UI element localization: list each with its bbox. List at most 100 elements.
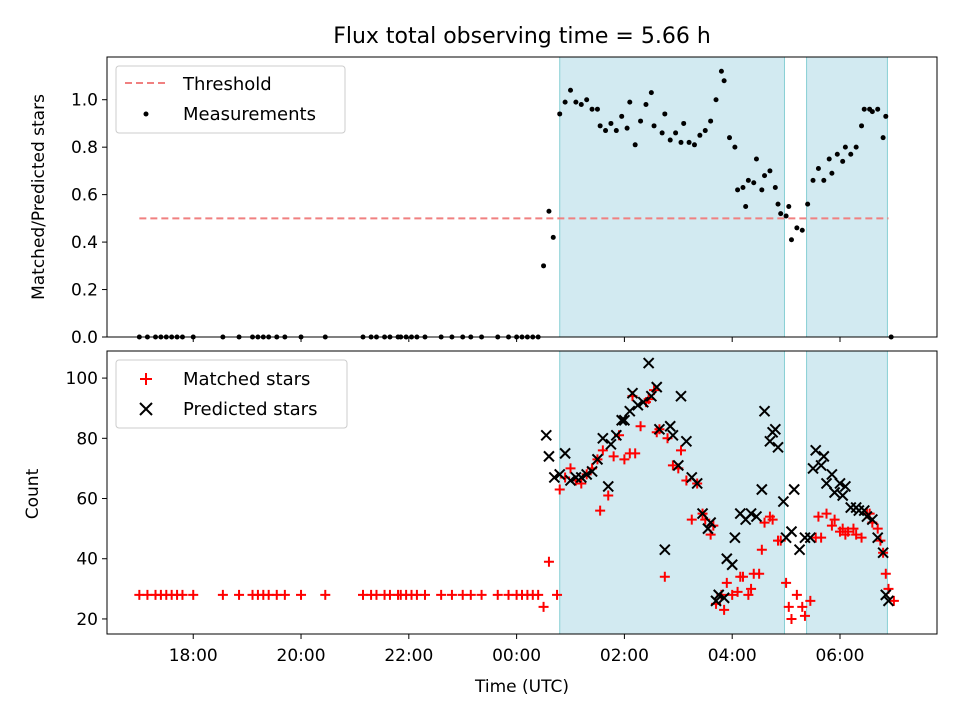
matched-star-point	[856, 532, 867, 543]
top-observing-window-1	[806, 56, 888, 338]
bottom-y-tick-label: 20	[76, 610, 98, 630]
legend-predicted-label: Predicted stars	[183, 399, 317, 420]
bottom-x-ticks: 18:00 20:00 22:00 00:00 02:00 04:00 06:00	[169, 634, 864, 666]
matched-star-point	[177, 589, 188, 600]
measurement-point	[859, 123, 865, 129]
matched-star-point	[533, 589, 544, 600]
matched-star-point	[848, 523, 859, 534]
measurement-point	[826, 156, 832, 162]
measurement-point	[788, 237, 794, 243]
matched-star-point	[538, 601, 549, 612]
matched-star-point	[756, 544, 767, 555]
matched-star-point	[754, 568, 765, 579]
top-legend-box	[115, 65, 346, 134]
predicted-star-point	[872, 531, 884, 544]
bottom-y-tick-label: 80	[76, 429, 98, 449]
matched-star-point	[279, 589, 290, 600]
predicted-star-point	[575, 471, 587, 484]
predicted-star-point	[750, 510, 763, 523]
measurement-point	[848, 151, 854, 157]
matched-star-point	[436, 589, 447, 600]
predicted-star-point	[559, 447, 571, 460]
predicted-star-point	[861, 510, 873, 523]
measurement-point	[550, 234, 556, 240]
predicted-star-point	[785, 525, 798, 538]
measurement-point	[740, 185, 746, 191]
matched-star-point	[826, 520, 837, 531]
predicted-star-point	[626, 387, 639, 399]
matched-star-point	[603, 490, 614, 501]
bottom-x-tick-label: 22:00	[384, 646, 433, 666]
predicted-star-point	[726, 559, 738, 571]
matched-star-point	[554, 484, 565, 495]
matched-star-point	[727, 589, 738, 600]
predicted-star-point	[645, 390, 658, 402]
matched-star-point	[320, 589, 331, 600]
predicted-star-point	[858, 504, 870, 517]
measurement-point	[767, 168, 773, 174]
matched-star-point	[719, 604, 730, 615]
measurement-point	[759, 187, 765, 193]
predicted-star-point	[836, 489, 849, 502]
measurement-point	[783, 213, 789, 219]
measurement-point	[678, 139, 684, 145]
measurement-point	[786, 203, 792, 209]
predicted-star-point	[602, 480, 614, 493]
measurement-point	[624, 125, 630, 131]
predicted-star-point	[616, 414, 628, 426]
predicted-star-point	[834, 477, 846, 490]
predicted-star-point	[818, 450, 830, 463]
matched-star-point	[595, 505, 606, 516]
measurement-point	[546, 208, 552, 214]
matched-star-point	[732, 586, 743, 597]
measurement-point	[627, 99, 633, 105]
measurement-point	[597, 123, 603, 129]
predicted-star-point	[664, 420, 676, 432]
top-y-tick-label: 0.6	[71, 186, 98, 206]
top-y-tick-label: 0.2	[71, 281, 98, 301]
predicted-star-point	[675, 390, 687, 402]
measurement-point	[681, 120, 687, 126]
matched-star-point	[816, 532, 827, 543]
matched-star-point	[565, 463, 576, 474]
measurement-point	[732, 144, 738, 150]
matched-star-point	[465, 589, 476, 600]
bottom-y-tick-label: 100	[66, 369, 98, 389]
matched-star-point	[821, 508, 832, 519]
matched-star-point	[797, 601, 808, 612]
predicted-star-point	[696, 507, 709, 520]
measurement-point	[743, 203, 749, 209]
matched-star-point	[188, 589, 199, 600]
measurement-point	[686, 139, 692, 145]
matched-star-point	[492, 589, 503, 600]
matched-star-point	[767, 514, 778, 525]
predicted-star-point	[820, 477, 833, 490]
predicted-star-point	[637, 396, 649, 408]
bottom-axes-frame	[106, 350, 938, 635]
top-y-tick-label: 0.0	[71, 328, 98, 348]
predicted-star-point	[839, 480, 852, 493]
predicted-star-point	[810, 444, 822, 457]
predicted-star-point	[826, 468, 838, 481]
predicted-star-point	[769, 423, 782, 435]
predicted-star-point	[710, 595, 722, 607]
predicted-star-point	[642, 357, 655, 369]
predicted-star-point	[667, 429, 679, 442]
matched-star-point	[799, 610, 810, 621]
measurement-point	[603, 128, 609, 134]
bottom-x-tick-label: 04:00	[708, 646, 757, 666]
predicted-star-point	[880, 589, 892, 601]
measurement-point	[735, 187, 741, 193]
matched-star-point	[805, 595, 816, 606]
predicted-star-point	[793, 543, 806, 556]
measurement-point	[713, 97, 719, 103]
predicted-star-point	[653, 423, 666, 435]
measurement-point	[810, 177, 816, 183]
measurement-point	[834, 151, 840, 157]
predicted-star-point	[729, 531, 741, 544]
measurement-point	[568, 87, 574, 93]
measurement-point	[861, 106, 867, 112]
predicted-stars-series	[540, 357, 895, 607]
matched-star-point	[667, 460, 678, 471]
